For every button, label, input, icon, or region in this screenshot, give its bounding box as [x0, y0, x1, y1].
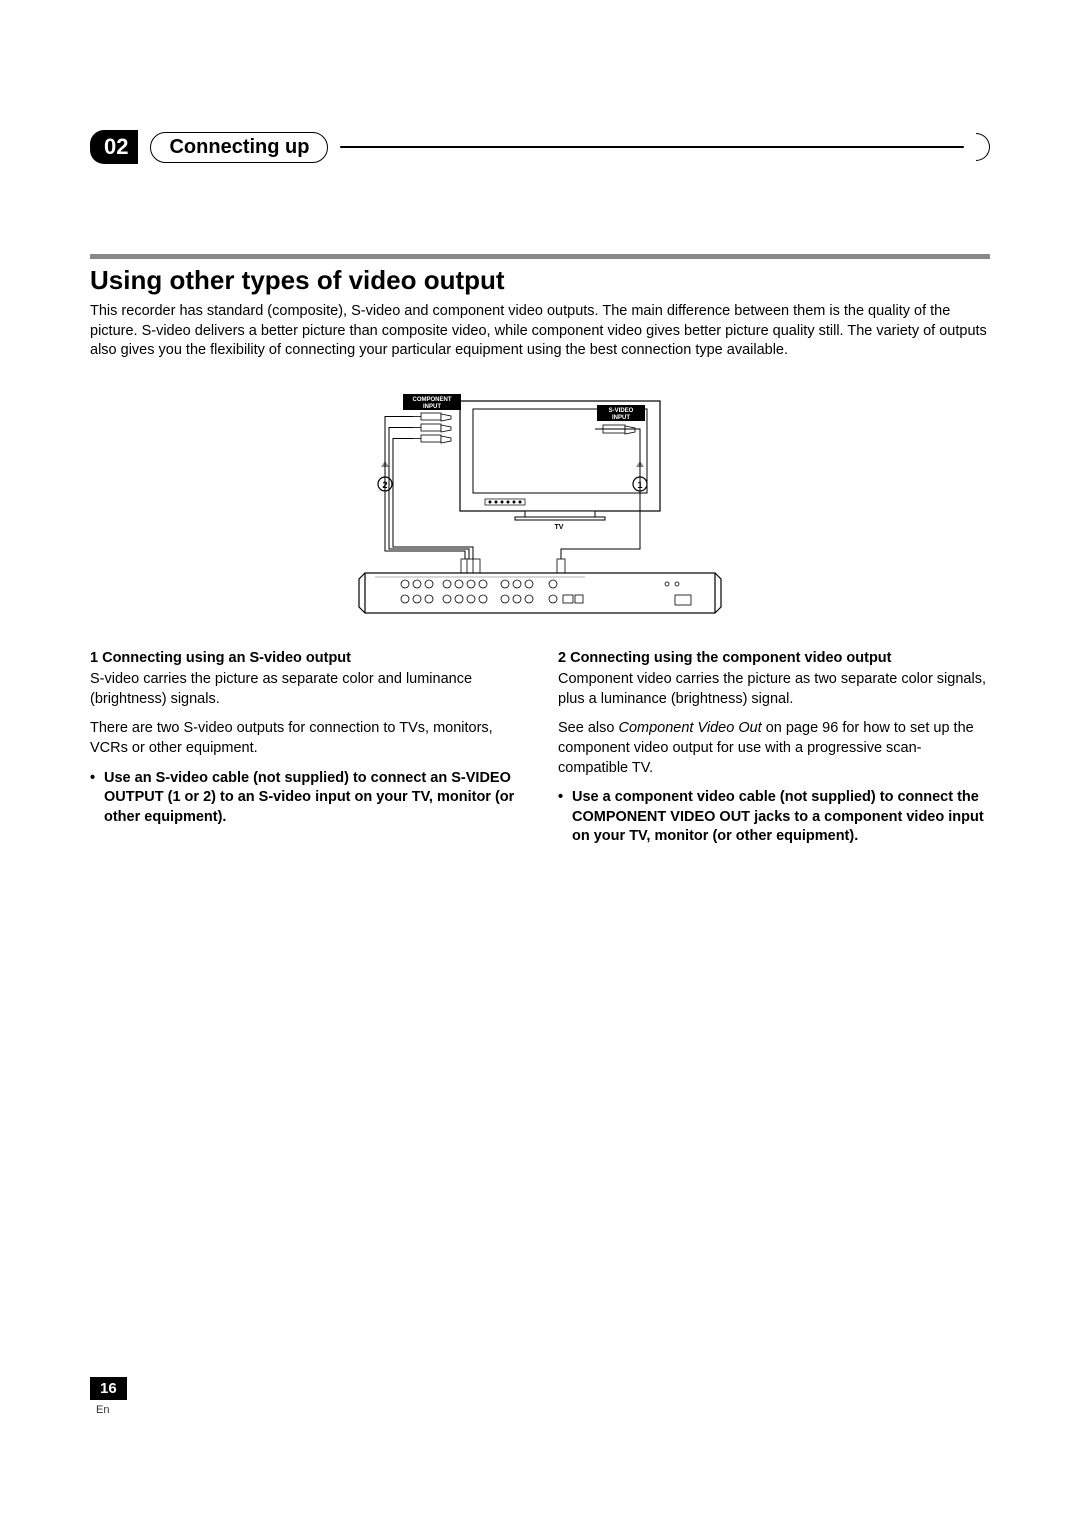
right-heading: 2 Connecting using the component video o…: [558, 649, 990, 669]
section-title: Using other types of video output: [90, 265, 990, 296]
right-p2: See also Component Video Out on page 96 …: [558, 719, 990, 778]
svideo-label-2: INPUT: [612, 415, 630, 421]
left-p2: There are two S-video outputs for connec…: [90, 719, 522, 758]
chapter-number-badge: 02: [90, 130, 138, 164]
component-label-1: COMPONENT: [413, 397, 452, 403]
page-number: 16: [90, 1377, 127, 1400]
left-column: 1 Connecting using an S-video output S-v…: [90, 649, 522, 857]
section-intro: This recorder has standard (composite), …: [90, 302, 990, 361]
right-p1: Component video carries the picture as t…: [558, 670, 990, 709]
diagram-svg: TV COMPONENT INPUT S-VIDEO INPUT 2: [345, 381, 735, 621]
page-language: En: [96, 1404, 109, 1416]
right-bullet: Use a component video cable (not supplie…: [558, 788, 990, 847]
component-label-2: INPUT: [423, 404, 441, 410]
svideo-label-1: S-VIDEO: [609, 408, 634, 414]
tv-label: TV: [555, 524, 564, 531]
chapter-header: 02 Connecting up: [90, 130, 990, 164]
section-rule: [90, 254, 990, 259]
right-column: 2 Connecting using the component video o…: [558, 649, 990, 857]
chapter-title: Connecting up: [150, 132, 328, 163]
left-p1: S-video carries the picture as separate …: [90, 670, 522, 709]
left-heading: 1 Connecting using an S-video output: [90, 649, 522, 669]
left-bullet: Use an S-video cable (not supplied) to c…: [90, 769, 522, 828]
connection-diagram: TV COMPONENT INPUT S-VIDEO INPUT 2: [90, 381, 990, 621]
header-cap: [976, 133, 990, 161]
header-rule: [340, 146, 964, 148]
